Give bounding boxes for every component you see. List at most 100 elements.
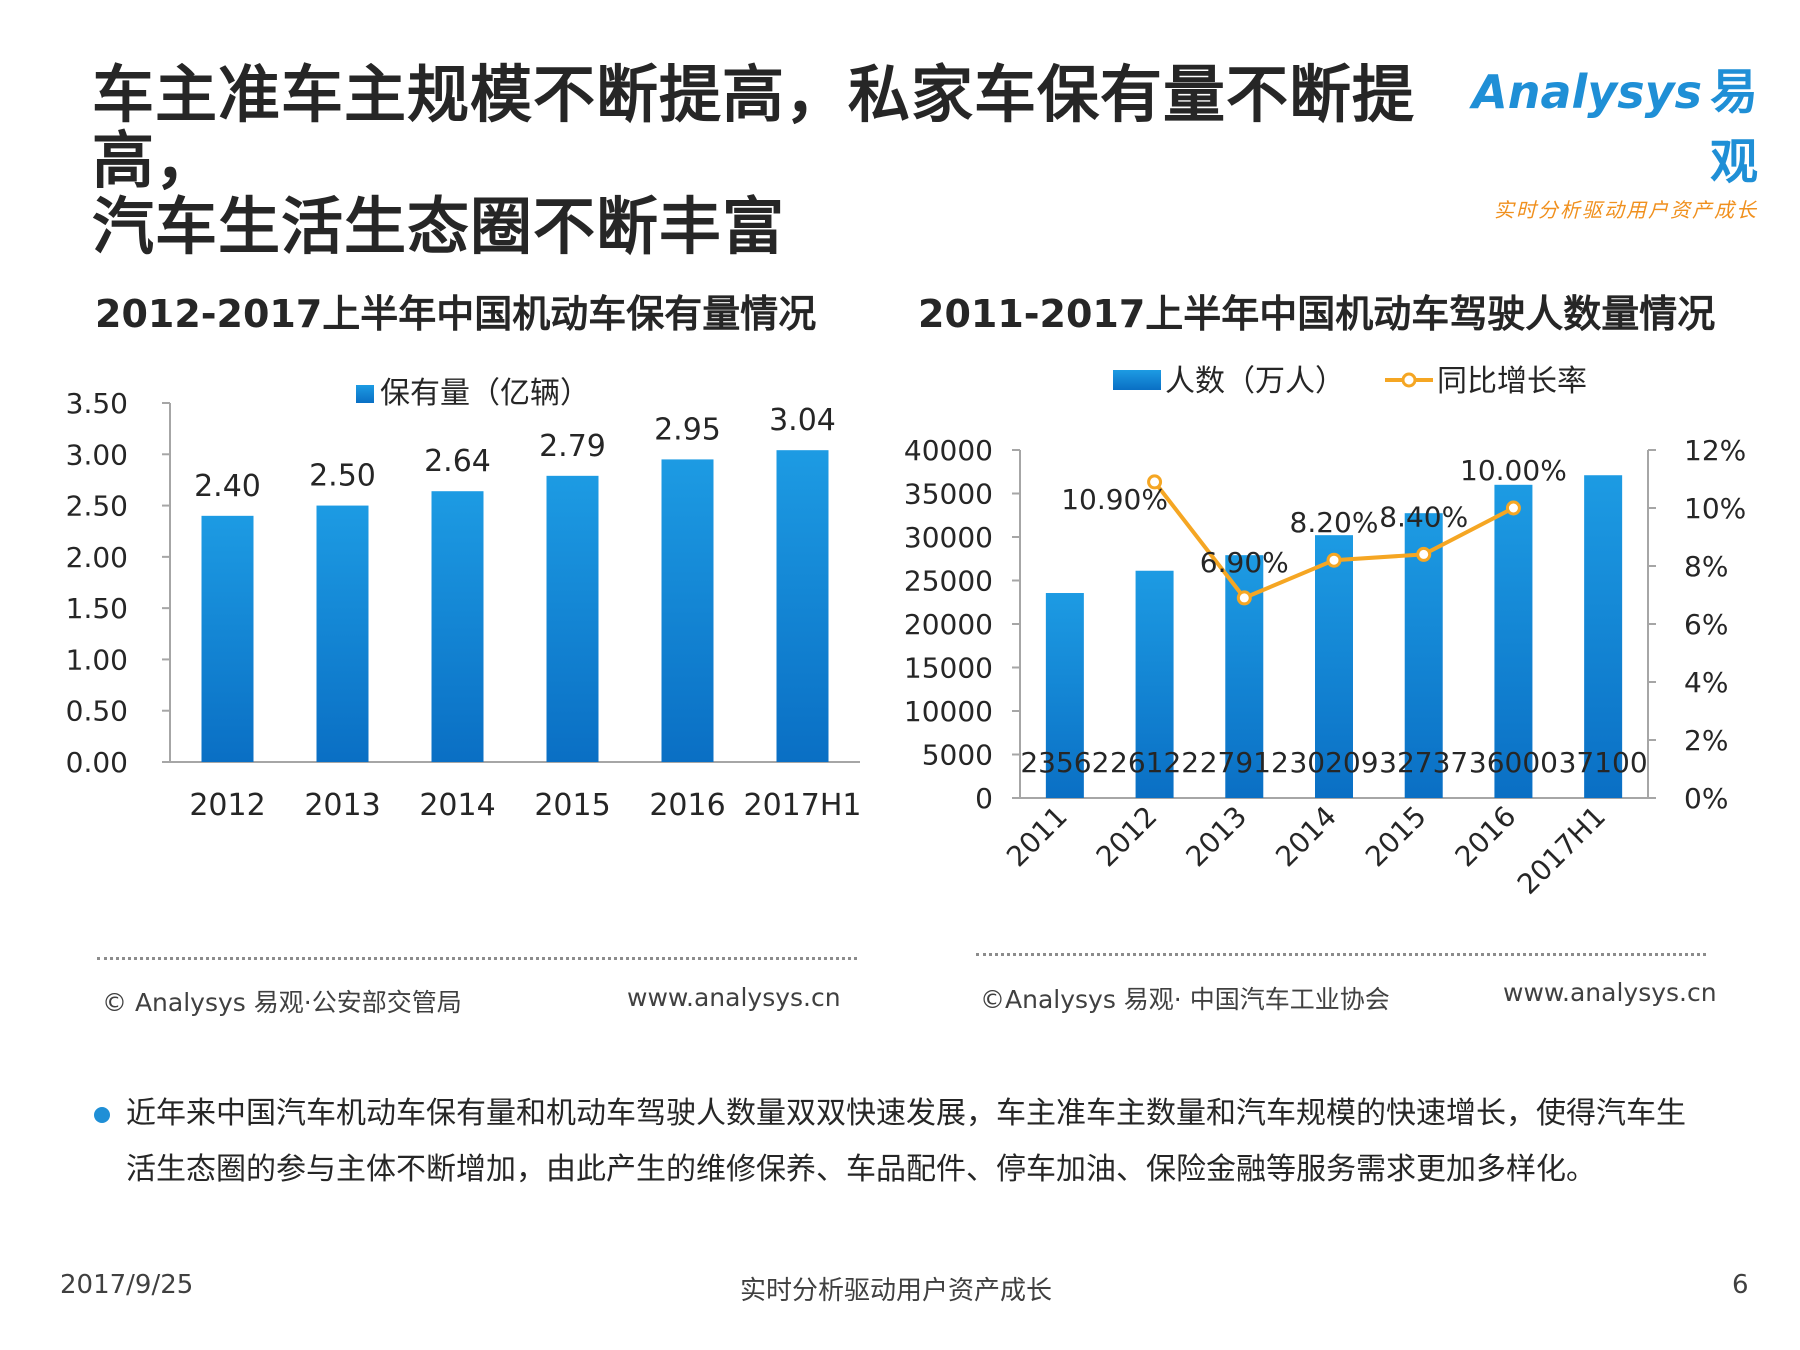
y-left-tick-label: 15000 xyxy=(904,652,993,685)
y-tick-label: 0.50 xyxy=(66,695,128,728)
chart2-source: ©Analysys 易观· 中国汽车工业协会 xyxy=(980,985,1390,1014)
y-tick-label: 2.50 xyxy=(66,490,128,523)
bullet-dot xyxy=(94,1107,110,1123)
y-left-tick-label: 20000 xyxy=(904,608,993,641)
bar-data-label: 30209 xyxy=(1289,746,1378,779)
y-left-tick-label: 25000 xyxy=(904,565,993,598)
y-right-tick-label: 6% xyxy=(1684,608,1728,641)
x-tick-label: 2013 xyxy=(304,788,380,823)
bar xyxy=(776,450,829,762)
chart2-website[interactable]: www.analysys.cn xyxy=(1503,978,1717,1007)
legend-swatch xyxy=(356,385,374,403)
page-title-line2: 汽车生活生态圈不断丰富 xyxy=(92,190,786,263)
y-left-tick-label: 30000 xyxy=(904,521,993,554)
growth-rate-label: 10.00% xyxy=(1460,454,1567,487)
growth-rate-label: 8.40% xyxy=(1379,500,1468,533)
bullet-line1: 近年来中国汽车机动车保有量和机动车驾驶人数量双双快速发展，车主准车主数量和汽车规… xyxy=(126,1096,1686,1131)
y-tick-label: 1.00 xyxy=(66,643,128,676)
page-title: 车主准车主规模不断提高，私家车保有量不断提高， 汽车生活生态圈不断丰富 xyxy=(92,62,1492,260)
y-right-tick-label: 8% xyxy=(1684,550,1728,583)
y-right-tick-label: 10% xyxy=(1684,492,1746,525)
bar-data-label: 36000 xyxy=(1469,746,1558,779)
y-left-tick-label: 0 xyxy=(975,782,993,815)
footer-date: 2017/9/25 xyxy=(60,1270,194,1300)
y-left-tick-label: 5000 xyxy=(922,739,993,772)
bar-data-label: 26122 xyxy=(1110,746,1199,779)
legend-label: 保有量（亿辆） xyxy=(380,376,590,411)
data-label: 2.50 xyxy=(309,459,376,494)
x-tick-label: 2011 xyxy=(1000,800,1074,874)
analysys-logo: Analysys 易观 实时分析驱动用户资产成长 xyxy=(1438,52,1758,222)
legend-swatch-bar xyxy=(1113,370,1161,390)
growth-rate-label: 10.90% xyxy=(1061,483,1168,516)
y-tick-label: 1.50 xyxy=(66,592,128,625)
logo-brand-en: Analysys xyxy=(1472,65,1702,119)
y-tick-label: 3.00 xyxy=(66,438,128,471)
bullet-paragraph: 近年来中国汽车机动车保有量和机动车驾驶人数量双双快速发展，车主准车主数量和汽车规… xyxy=(126,1086,1776,1198)
x-tick-label: 2014 xyxy=(419,788,495,823)
x-tick-label: 2015 xyxy=(1359,800,1433,874)
growth-rate-point xyxy=(1147,474,1163,490)
footer-page-number: 6 xyxy=(1732,1270,1749,1300)
logo-slogan: 实时分析驱动用户资产成长 xyxy=(1494,198,1758,222)
x-tick-label: 2012 xyxy=(189,788,265,823)
chart1-source: © Analysys 易观·公安部交管局 xyxy=(102,988,462,1017)
bar-data-label: 32737 xyxy=(1379,746,1468,779)
data-label: 3.04 xyxy=(769,403,836,438)
bullet-line2: 活生态圈的参与主体不断增加，由此产生的维修保养、车品配件、停车加油、保险金融等服… xyxy=(126,1152,1596,1187)
x-tick-label: 2013 xyxy=(1180,800,1254,874)
chart1-website[interactable]: www.analysys.cn xyxy=(627,983,841,1012)
y-right-tick-label: 4% xyxy=(1684,666,1728,699)
logo-brand-cn: 易观 xyxy=(1709,64,1758,190)
x-tick-label: 2014 xyxy=(1269,800,1343,874)
growth-rate-label: 8.20% xyxy=(1290,506,1379,539)
chart1-svg: 保有量（亿辆） 0.00 0.50 1.00 1.50 2.00 2.50 3.00 3.50 2… xyxy=(66,376,862,823)
page-title-line1: 车主准车主规模不断提高，私家车保有量不断提高， xyxy=(92,58,1416,197)
bar-data-label: 27912 xyxy=(1200,746,1289,779)
growth-rate-point xyxy=(1236,590,1252,606)
bar xyxy=(546,475,599,762)
y-right-tick-label: 2% xyxy=(1684,724,1728,757)
data-label: 2.95 xyxy=(654,412,721,447)
x-tick-label: 2016 xyxy=(1449,800,1523,874)
x-tick-label: 2015 xyxy=(534,788,610,823)
bar xyxy=(431,491,484,762)
x-tick-label: 2017H1 xyxy=(744,788,862,823)
bar xyxy=(1584,475,1623,798)
y-tick-label: 3.50 xyxy=(66,387,128,420)
bar xyxy=(201,515,254,762)
y-left-tick-label: 10000 xyxy=(904,695,993,728)
chart2-svg: 人数（万人） 同比增长率 0 5000 10000 15000 20000 25000 3000… xyxy=(904,364,1746,901)
y-tick-label: 2.00 xyxy=(66,541,128,574)
bar xyxy=(1045,593,1084,798)
data-label: 2.64 xyxy=(424,444,491,479)
y-left-tick-label: 35000 xyxy=(904,478,993,511)
data-label: 2.40 xyxy=(194,469,261,504)
bar-data-label: 37100 xyxy=(1559,746,1648,779)
chart2-title: 2011-2017上半年中国机动车驾驶人数量情况 xyxy=(918,292,1716,336)
bar xyxy=(316,505,369,762)
data-label: 2.79 xyxy=(539,429,606,464)
legend-label-bar: 人数（万人） xyxy=(1165,364,1345,399)
chart1-title: 2012-2017上半年中国机动车保有量情况 xyxy=(95,292,817,336)
x-tick-label: 2017H1 xyxy=(1511,800,1612,901)
chart2-divider xyxy=(976,953,1706,956)
x-tick-label: 2016 xyxy=(649,788,725,823)
growth-rate-label: 6.90% xyxy=(1200,546,1289,579)
y-left-tick-label: 40000 xyxy=(904,434,993,467)
growth-rate-point xyxy=(1505,500,1521,516)
bar xyxy=(1135,570,1174,798)
legend-label-line: 同比增长率 xyxy=(1437,364,1587,399)
footer-slogan: 实时分析驱动用户资产成长 xyxy=(740,1276,1053,1306)
growth-rate-point xyxy=(1326,552,1342,568)
bar xyxy=(1494,484,1533,798)
y-right-tick-label: 12% xyxy=(1684,434,1746,467)
bar xyxy=(661,459,714,762)
chart1-divider xyxy=(97,957,857,960)
bar xyxy=(1315,535,1353,798)
growth-rate-point xyxy=(1416,546,1432,562)
bar-data-label: 23562 xyxy=(1020,746,1109,779)
y-right-tick-label: 0% xyxy=(1684,782,1728,815)
x-tick-label: 2012 xyxy=(1090,800,1164,874)
y-tick-label: 0.00 xyxy=(66,746,128,779)
